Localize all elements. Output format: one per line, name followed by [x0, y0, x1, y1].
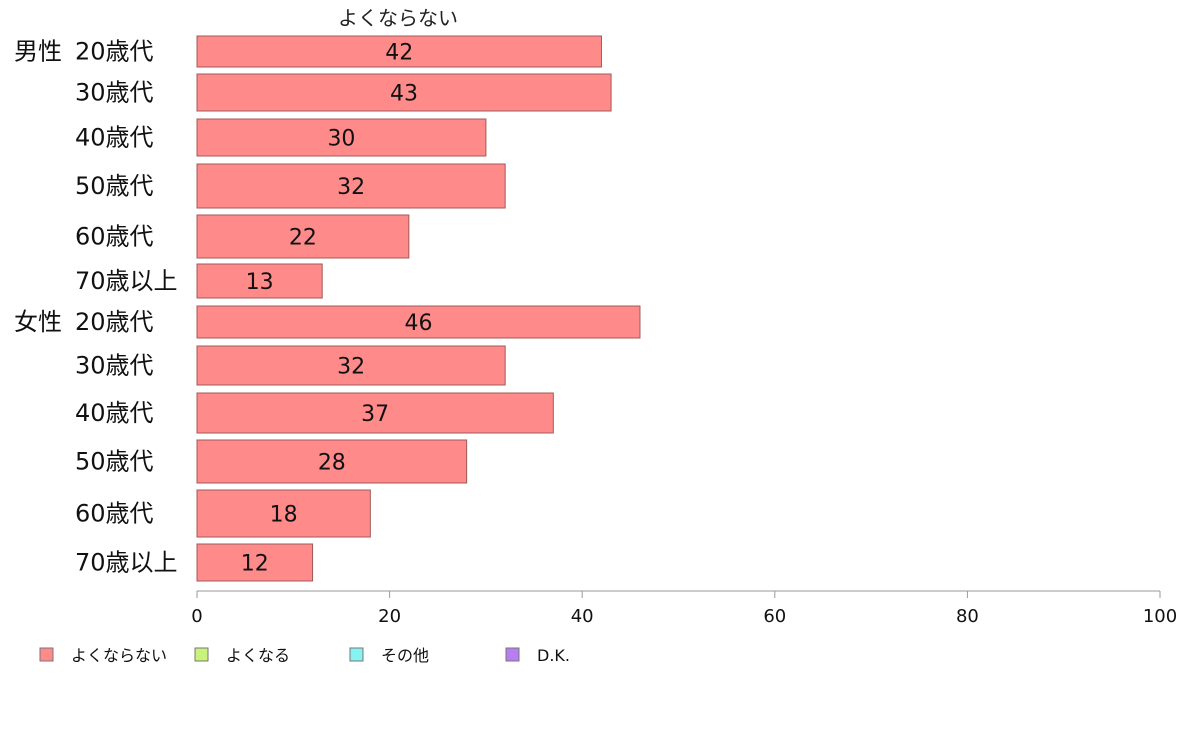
- x-tick-label: 100: [1143, 606, 1177, 627]
- category-label: 30歳代: [75, 79, 154, 107]
- x-tick-label: 60: [763, 606, 786, 627]
- bar: [196, 263, 323, 299]
- bar: [196, 305, 641, 339]
- data-label: 12: [241, 552, 269, 577]
- data-label: 37: [361, 402, 389, 427]
- category-label: 50歳代: [75, 448, 154, 476]
- legend-swatch: [349, 647, 364, 662]
- bar: [196, 345, 506, 386]
- x-axis: 0 20 40 60 80 100: [191, 590, 1177, 627]
- data-label: 28: [318, 451, 346, 476]
- data-label: 30: [327, 127, 355, 152]
- bar: [196, 35, 602, 68]
- category-label: 70歳以上: [75, 549, 178, 577]
- bar: [196, 543, 314, 582]
- bar: [196, 73, 612, 112]
- bar: [196, 163, 506, 209]
- series-title: よくならない: [338, 6, 458, 30]
- bar: [196, 439, 468, 484]
- data-label: 22: [289, 226, 317, 251]
- legend-swatch: [39, 647, 54, 662]
- bar: [196, 489, 371, 538]
- data-label: 46: [404, 311, 432, 336]
- legend-label: よくなる: [226, 646, 290, 665]
- data-label: 32: [337, 175, 365, 200]
- category-label: 60歳代: [75, 500, 154, 528]
- data-label: 18: [270, 503, 298, 528]
- category-label: 30歳代: [75, 352, 154, 380]
- category-label: 20歳代: [75, 38, 154, 66]
- category-label: 40歳代: [75, 124, 154, 152]
- bar: [196, 214, 410, 259]
- x-tick-label: 0: [191, 606, 202, 627]
- x-tick-label: 40: [571, 606, 594, 627]
- category-label: 60歳代: [75, 223, 154, 251]
- data-label: 43: [390, 82, 418, 107]
- category-label: 40歳代: [75, 399, 154, 427]
- group-label: 女性: [14, 308, 62, 336]
- data-label: 32: [337, 355, 365, 380]
- category-label: 20歳代: [75, 308, 154, 336]
- data-label: 13: [246, 270, 274, 295]
- x-tick-label: 20: [378, 606, 401, 627]
- legend-label: よくならない: [71, 646, 167, 665]
- category-label: 50歳代: [75, 172, 154, 200]
- bar: [196, 118, 487, 157]
- legend-label: D.K.: [537, 646, 570, 665]
- legend-label: その他: [381, 646, 429, 665]
- category-label: 70歳以上: [75, 267, 178, 295]
- bar: [196, 392, 554, 434]
- legend-swatch: [194, 647, 209, 662]
- legend: よくならない よくなる その他 D.K.: [39, 646, 570, 665]
- group-label: 男性: [14, 38, 62, 66]
- legend-swatch: [505, 647, 520, 662]
- data-label: 42: [385, 41, 413, 66]
- x-tick-label: 80: [956, 606, 979, 627]
